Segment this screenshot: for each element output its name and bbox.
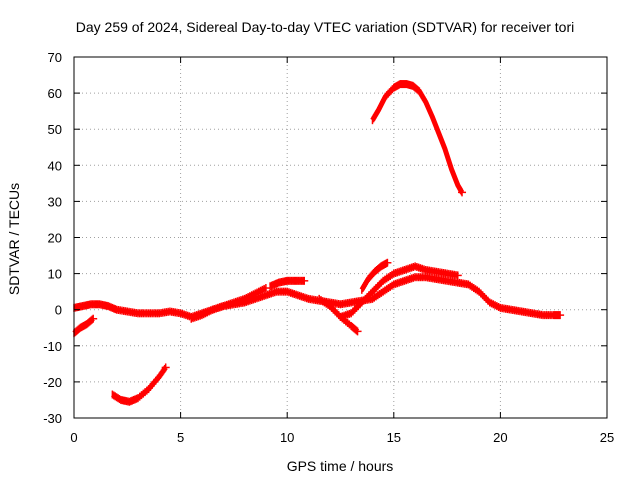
series-layer bbox=[72, 80, 565, 406]
series-points-s9 bbox=[371, 80, 467, 197]
x-tick-label: 5 bbox=[177, 430, 184, 445]
x-tick-labels: 0 5 10 15 20 25 bbox=[70, 430, 614, 445]
x-tick-label: 20 bbox=[493, 430, 507, 445]
axis-ticks bbox=[73, 56, 608, 419]
x-tick-label: 10 bbox=[280, 430, 294, 445]
y-tick-label: 30 bbox=[48, 194, 62, 209]
grid bbox=[74, 57, 607, 418]
series-points-s5 bbox=[269, 276, 309, 291]
chart-title: Day 259 of 2024, Sidereal Day-to-day VTE… bbox=[76, 19, 575, 35]
y-tick-label: 20 bbox=[48, 231, 62, 246]
series-points-s6 bbox=[318, 294, 362, 336]
plot-frame bbox=[73, 56, 608, 419]
y-tick-label: 0 bbox=[55, 303, 62, 318]
series-points-s7 bbox=[339, 262, 462, 321]
y-tick-label: 10 bbox=[48, 267, 62, 282]
series-points-s1 bbox=[73, 314, 98, 338]
x-tick-label: 0 bbox=[70, 430, 77, 445]
y-tick-label: 70 bbox=[48, 50, 62, 65]
x-tick-label: 15 bbox=[387, 430, 401, 445]
series-points-s3 bbox=[111, 363, 170, 406]
y-tick-label: 60 bbox=[48, 86, 62, 101]
y-tick-label: -20 bbox=[43, 375, 62, 390]
x-axis-label: GPS time / hours bbox=[287, 458, 394, 474]
y-tick-label: -10 bbox=[43, 339, 62, 354]
series-points-s8 bbox=[361, 258, 392, 294]
y-tick-label: 50 bbox=[48, 122, 62, 137]
series-points-s4 bbox=[190, 284, 270, 323]
x-tick-label: 25 bbox=[600, 430, 614, 445]
y-tick-label: 40 bbox=[48, 158, 62, 173]
y-axis-label: SDTVAR / TECUs bbox=[6, 183, 22, 295]
y-tick-label: -30 bbox=[43, 411, 62, 426]
y-tick-labels: -30 -20 -10 0 10 20 30 40 50 60 70 bbox=[43, 50, 62, 426]
